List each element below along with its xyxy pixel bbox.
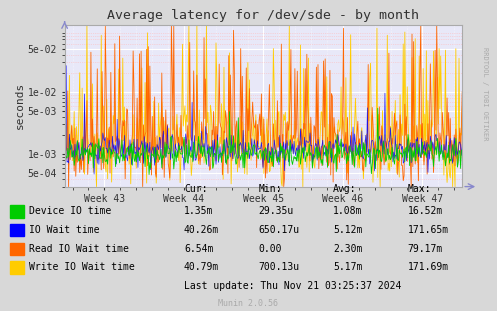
Text: 0.00: 0.00 <box>258 244 282 254</box>
Text: Munin 2.0.56: Munin 2.0.56 <box>219 299 278 308</box>
Text: 650.17u: 650.17u <box>258 225 300 235</box>
Y-axis label: seconds: seconds <box>15 82 25 129</box>
Text: Write IO Wait time: Write IO Wait time <box>29 262 135 272</box>
Text: Read IO Wait time: Read IO Wait time <box>29 244 129 254</box>
Text: RRDTOOL / TOBI OETIKER: RRDTOOL / TOBI OETIKER <box>482 47 488 140</box>
Text: 40.26m: 40.26m <box>184 225 219 235</box>
Text: 5.17m: 5.17m <box>333 262 362 272</box>
Text: 29.35u: 29.35u <box>258 207 294 216</box>
Text: Cur:: Cur: <box>184 184 207 194</box>
Title: Average latency for /dev/sde - by month: Average latency for /dev/sde - by month <box>107 9 419 22</box>
Text: 171.69m: 171.69m <box>408 262 449 272</box>
Text: 40.79m: 40.79m <box>184 262 219 272</box>
Text: 171.65m: 171.65m <box>408 225 449 235</box>
Text: 6.54m: 6.54m <box>184 244 213 254</box>
Text: 79.17m: 79.17m <box>408 244 443 254</box>
Text: Device IO time: Device IO time <box>29 207 111 216</box>
Text: IO Wait time: IO Wait time <box>29 225 99 235</box>
Text: 2.30m: 2.30m <box>333 244 362 254</box>
Text: Last update: Thu Nov 21 03:25:37 2024: Last update: Thu Nov 21 03:25:37 2024 <box>184 281 401 291</box>
Text: 1.35m: 1.35m <box>184 207 213 216</box>
Text: Max:: Max: <box>408 184 431 194</box>
Text: 1.08m: 1.08m <box>333 207 362 216</box>
Text: Min:: Min: <box>258 184 282 194</box>
Text: 700.13u: 700.13u <box>258 262 300 272</box>
Text: Avg:: Avg: <box>333 184 356 194</box>
Text: 16.52m: 16.52m <box>408 207 443 216</box>
Text: 5.12m: 5.12m <box>333 225 362 235</box>
